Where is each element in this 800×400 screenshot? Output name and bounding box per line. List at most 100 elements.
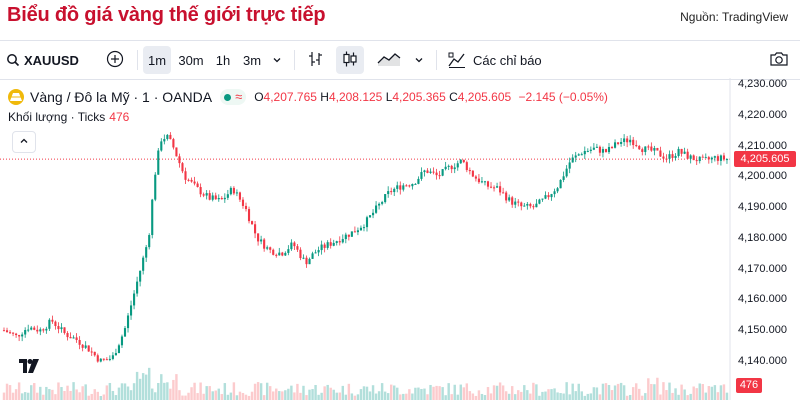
candle-body xyxy=(674,155,677,158)
symbol-title[interactable]: Vàng / Đô la Mỹ · 1 · OANDA xyxy=(30,89,213,105)
candle-body xyxy=(541,198,544,200)
volume-bar xyxy=(87,395,90,400)
candle-body xyxy=(18,335,21,337)
volume-bar xyxy=(492,385,496,400)
volume-bar xyxy=(90,393,93,400)
candle-body xyxy=(420,172,423,179)
candle-body xyxy=(217,198,220,200)
candle-body xyxy=(320,244,323,251)
volume-bar xyxy=(592,387,596,400)
collapse-legend-button[interactable] xyxy=(12,131,36,153)
volume-label[interactable]: Khối lượng · Ticks xyxy=(8,110,106,124)
candle-body xyxy=(365,217,369,228)
candle-body xyxy=(260,239,263,242)
volume-bar xyxy=(647,378,650,400)
candle-body xyxy=(568,162,571,169)
toolbar-divider xyxy=(436,50,437,70)
candle-body xyxy=(199,187,202,195)
volume-bar xyxy=(154,392,157,400)
price-chart[interactable] xyxy=(0,78,800,400)
volume-bar xyxy=(510,386,514,400)
candle-body xyxy=(381,202,384,204)
volume-bar xyxy=(66,385,69,400)
chevron-down-icon xyxy=(414,53,424,68)
chart-style-dropdown[interactable] xyxy=(410,46,428,74)
candle-body xyxy=(120,336,124,346)
volume-bar xyxy=(486,387,490,400)
candle-body xyxy=(317,250,320,253)
volume-bar xyxy=(217,388,220,400)
add-compare-button[interactable] xyxy=(101,46,129,74)
candle-body xyxy=(241,199,245,206)
volume-bar xyxy=(33,383,36,400)
volume-bar xyxy=(380,383,384,400)
volume-bar xyxy=(701,384,704,400)
interval-1h-button[interactable]: 1h xyxy=(215,52,231,68)
volume-bar xyxy=(14,389,18,400)
candle-body xyxy=(48,319,51,329)
candle-body xyxy=(677,148,680,156)
volume-bar xyxy=(241,392,245,400)
volume-bar xyxy=(199,382,202,400)
candle-style-button[interactable] xyxy=(336,46,364,74)
candle-body xyxy=(526,203,529,206)
candle-body xyxy=(713,156,716,158)
volume-bar xyxy=(302,385,305,400)
volume-bar xyxy=(275,388,278,400)
bar-style-icon xyxy=(307,50,325,71)
volume-bar xyxy=(553,388,556,400)
volume-bar xyxy=(51,389,54,400)
volume-bar xyxy=(674,388,677,400)
volume-bar xyxy=(48,389,51,400)
tradingview-logo-icon[interactable] xyxy=(18,358,40,374)
candle-body xyxy=(408,185,411,187)
candle-body xyxy=(592,147,595,150)
volume-bar xyxy=(299,392,302,400)
volume-bar xyxy=(17,382,21,400)
candle-body xyxy=(722,155,726,160)
volume-bar xyxy=(123,383,127,400)
candle-body xyxy=(589,149,592,151)
candle-body xyxy=(535,203,538,208)
volume-bar xyxy=(359,389,363,400)
candle-body xyxy=(444,166,447,170)
interval-30m-button[interactable]: 30m xyxy=(178,52,204,68)
candle-body xyxy=(695,160,698,162)
candle-body xyxy=(610,147,614,149)
volume-bar xyxy=(335,392,338,400)
volume-bar xyxy=(695,388,698,400)
candle-body xyxy=(362,227,366,229)
indicators-button[interactable]: Các chỉ báo xyxy=(443,46,559,74)
candle-body xyxy=(126,315,130,329)
volume-bar xyxy=(583,395,587,400)
line-style-button[interactable] xyxy=(372,46,406,74)
price-tick: 4,170.000 xyxy=(738,263,787,275)
volume-bar xyxy=(374,393,378,400)
candle-body xyxy=(223,197,226,200)
volume-bar xyxy=(438,386,441,400)
candle-body xyxy=(359,227,363,231)
volume-bar xyxy=(371,385,375,400)
volume-bar xyxy=(175,374,178,400)
price-tick: 4,140.000 xyxy=(738,355,787,367)
volume-bar xyxy=(719,385,723,400)
volume-bar xyxy=(126,386,130,400)
interval-3m-button[interactable]: 3m xyxy=(242,52,262,68)
volume-bar xyxy=(268,386,272,400)
volume-bar xyxy=(396,387,399,400)
candle-body xyxy=(613,142,617,148)
interval-dropdown[interactable] xyxy=(268,46,286,74)
snapshot-button[interactable] xyxy=(766,46,792,74)
interval-1m-button[interactable]: 1m xyxy=(143,46,171,74)
candle-body xyxy=(111,355,114,359)
candle-body xyxy=(626,138,629,143)
symbol-search-button[interactable]: XAUUSD xyxy=(6,46,82,74)
market-open-dot xyxy=(224,93,232,101)
delayed-data-icon: ≈ xyxy=(235,89,243,104)
market-status[interactable]: ≈ xyxy=(220,89,247,105)
volume-bar xyxy=(42,394,45,400)
bar-style-button[interactable] xyxy=(302,46,330,74)
candle-body xyxy=(329,242,332,246)
volume-bar xyxy=(414,387,417,400)
volume-bar xyxy=(138,378,142,400)
